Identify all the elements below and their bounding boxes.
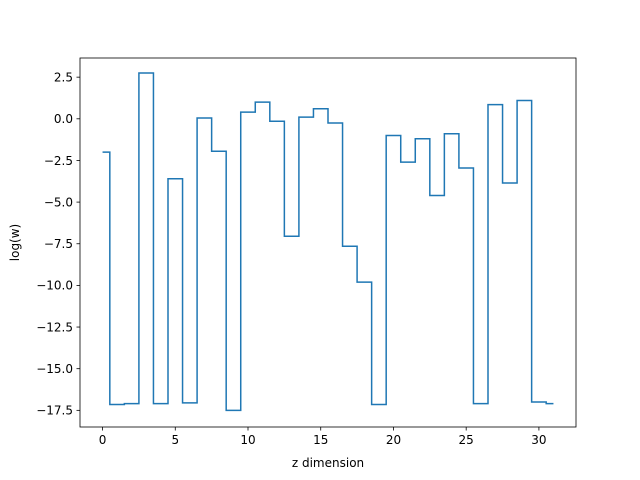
y-axis-ticks: 2.5 0.0 −2.5 −5.0 −7.5 −10.0 −12.5 −15.0 −17.5	[36, 70, 80, 418]
x-tick-label: 20	[386, 433, 401, 447]
x-tick-label: 30	[531, 433, 546, 447]
y-tick-label: −12.5	[36, 320, 73, 334]
y-tick-label: −7.5	[44, 237, 73, 251]
y-tick-label: −15.0	[36, 362, 73, 376]
y-tick-label: 2.5	[54, 70, 73, 84]
y-axis-label: log(w)	[8, 224, 22, 261]
plot-frame	[79, 57, 577, 428]
x-axis-label: z dimension	[292, 456, 364, 470]
y-tick-label: −2.5	[44, 154, 73, 168]
x-tick-label: 15	[313, 433, 328, 447]
x-tick-label: 25	[459, 433, 474, 447]
y-tick-label: −17.5	[36, 404, 73, 418]
x-axis-ticks: 0 5 10 15 20 25 30	[99, 427, 547, 447]
x-tick-label: 10	[240, 433, 255, 447]
x-tick-label: 5	[171, 433, 179, 447]
x-tick-label: 0	[99, 433, 107, 447]
series-line	[102, 72, 554, 412]
y-tick-label: 0.0	[54, 112, 73, 126]
y-tick-label: −5.0	[44, 195, 73, 209]
y-tick-label: −10.0	[36, 279, 73, 293]
